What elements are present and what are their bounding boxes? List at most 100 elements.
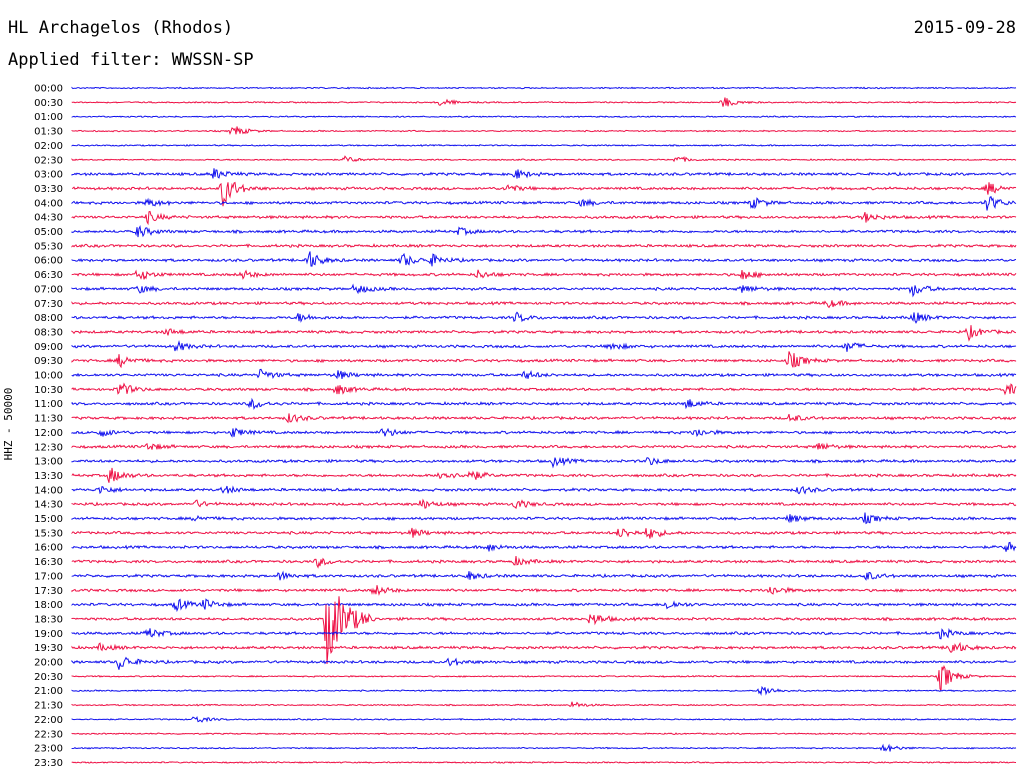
- time-label: 10:30: [34, 385, 63, 396]
- time-label: 11:00: [34, 399, 63, 410]
- time-label: 06:30: [34, 270, 63, 281]
- station-title: HL Archagelos (Rhodos): [8, 18, 234, 38]
- time-label: 05:00: [34, 227, 63, 238]
- trace-line: [71, 598, 1017, 613]
- trace-line: [71, 442, 1017, 450]
- time-label: 16:30: [34, 557, 63, 568]
- trace-line: [71, 283, 1017, 298]
- time-label: 11:30: [34, 414, 63, 425]
- time-label: 12:30: [34, 442, 63, 453]
- time-label: 07:00: [34, 284, 63, 295]
- trace-line: [71, 641, 1017, 654]
- time-label: 13:00: [34, 457, 63, 468]
- time-label: 22:00: [34, 715, 63, 726]
- trace-line: [71, 743, 1017, 752]
- time-label: 10:00: [34, 371, 63, 382]
- trace-line: [71, 168, 1017, 179]
- trace-line: [71, 97, 1017, 107]
- plot-date: 2015-09-28: [913, 18, 1016, 38]
- time-label: 09:00: [34, 342, 63, 353]
- trace-line: [71, 382, 1017, 396]
- time-label: 07:30: [34, 299, 63, 310]
- trace-line: [71, 512, 1017, 525]
- time-label: 02:30: [34, 155, 63, 166]
- trace-line: [71, 351, 1017, 369]
- time-labels: 00:00 00:30 01:00 01:30 02:00 02:30 03:00 03:30…: [34, 84, 63, 769]
- trace-line: [71, 413, 1017, 424]
- time-label: 23:00: [34, 744, 63, 755]
- time-label: 14:00: [34, 485, 63, 496]
- time-label: 01:00: [34, 112, 63, 123]
- trace-line: [71, 585, 1017, 596]
- trace-line: [71, 143, 1017, 147]
- time-label: 17:30: [34, 586, 63, 597]
- time-label: 16:00: [34, 543, 63, 554]
- trace-line: [71, 685, 1017, 697]
- time-label: 22:30: [34, 729, 63, 740]
- trace-line: [71, 715, 1017, 723]
- trace-line: [71, 596, 1017, 665]
- time-label: 02:00: [34, 141, 63, 152]
- trace-line: [71, 555, 1017, 569]
- trace-line: [71, 115, 1017, 119]
- trace-line: [71, 210, 1017, 226]
- time-label: 00:30: [34, 98, 63, 109]
- trace-line: [71, 155, 1017, 163]
- trace-line: [71, 397, 1017, 411]
- trace-line: [71, 665, 1017, 692]
- time-label: 04:30: [34, 213, 63, 224]
- time-label: 03:30: [34, 184, 63, 195]
- trace-line: [71, 761, 1016, 764]
- filter-label: Applied filter: WWSSN-SP: [8, 50, 254, 70]
- trace-line: [71, 627, 1017, 640]
- trace-line: [71, 300, 1017, 309]
- trace-line: [71, 269, 1017, 280]
- trace-line: [71, 196, 1017, 211]
- trace-line: [71, 181, 1017, 207]
- trace-line: [71, 498, 1017, 510]
- trace-line: [71, 311, 1017, 324]
- time-label: 00:00: [34, 84, 63, 95]
- trace-line: [71, 243, 1017, 249]
- time-label: 01:30: [34, 127, 63, 138]
- seismic-traces: [71, 86, 1017, 764]
- trace-line: [71, 368, 1017, 380]
- time-label: 20:00: [34, 658, 63, 669]
- time-label: 12:00: [34, 428, 63, 439]
- time-label: 05:30: [34, 241, 63, 252]
- trace-line: [71, 485, 1017, 495]
- trace-line: [71, 541, 1017, 552]
- trace-line: [71, 427, 1017, 438]
- time-label: 04:00: [34, 198, 63, 209]
- time-label: 15:00: [34, 514, 63, 525]
- trace-line: [71, 456, 1017, 469]
- time-label: 21:30: [34, 701, 63, 712]
- trace-line: [71, 339, 1017, 352]
- trace-line: [71, 732, 1017, 736]
- time-label: 09:30: [34, 356, 63, 367]
- time-label: 17:00: [34, 571, 63, 582]
- time-label: 14:30: [34, 500, 63, 511]
- time-label: 13:30: [34, 471, 63, 482]
- time-label: 23:30: [34, 758, 63, 769]
- time-label: 18:00: [34, 600, 63, 611]
- time-label: 19:00: [34, 629, 63, 640]
- trace-line: [71, 467, 1017, 483]
- trace-line: [71, 251, 1017, 267]
- time-label: 06:00: [34, 256, 63, 267]
- trace-line: [71, 86, 1017, 90]
- time-label: 15:30: [34, 528, 63, 539]
- trace-line: [71, 656, 1017, 670]
- time-label: 08:30: [34, 327, 63, 338]
- trace-line: [71, 527, 1017, 539]
- trace-line: [71, 570, 1017, 581]
- trace-line: [71, 701, 1017, 708]
- trace-line: [71, 325, 1017, 342]
- time-label: 19:30: [34, 643, 63, 654]
- time-label: 21:00: [34, 686, 63, 697]
- time-label: 08:00: [34, 313, 63, 324]
- time-label: 20:30: [34, 672, 63, 683]
- time-label: 18:30: [34, 614, 63, 625]
- trace-line: [71, 225, 1017, 238]
